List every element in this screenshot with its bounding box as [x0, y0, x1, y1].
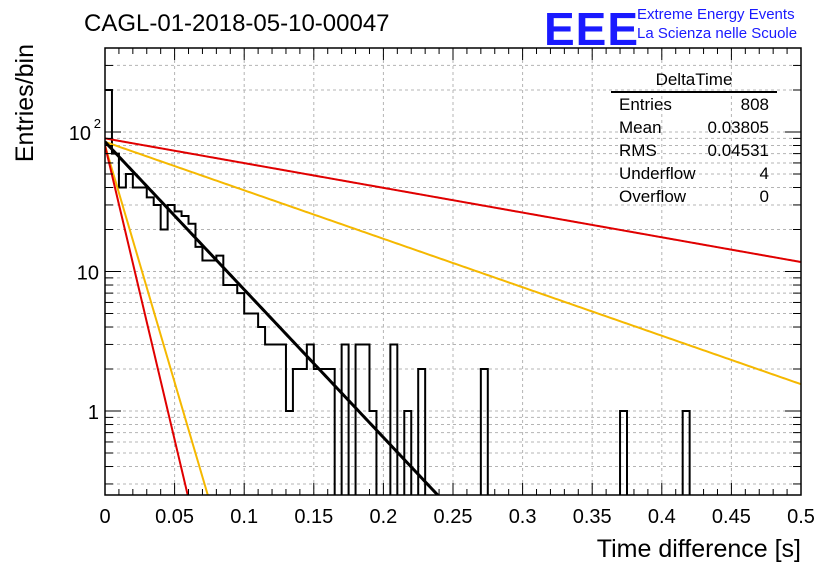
x-tick-label: 0.2 [369, 506, 397, 528]
y-axis-label: Entries/bin [11, 44, 39, 162]
stats-label: Mean [619, 118, 662, 137]
logo-line-2: La Scienza nelle Scuole [637, 25, 798, 42]
y-tick-label: 10 [69, 123, 91, 145]
exp-curve [105, 140, 801, 386]
y-tick-label: 10 [77, 263, 99, 285]
histogram-outline [105, 88, 691, 495]
stats-value: 808 [740, 95, 769, 114]
stats-row-underflow: Underflow 4 [611, 162, 777, 185]
x-tick-label: 0.05 [155, 506, 194, 528]
stats-value: 0.04531 [707, 141, 769, 160]
x-tick-label: 0.25 [434, 506, 473, 528]
x-tick-label: 0.1 [230, 506, 258, 528]
x-tick-label: 0.45 [712, 506, 751, 528]
stats-label: RMS [619, 141, 657, 160]
tick-labels: 0 0.05 0.1 0.15 0.2 0.25 0.3 0.35 0.4 0.45 0.5 1 10 1… [69, 116, 815, 528]
stats-row-entries: Entries 808 [611, 93, 777, 116]
stats-box: DeltaTime Entries 808 Mean 0.03805 RMS 0… [611, 70, 777, 208]
stats-row-overflow: Overflow 0 [611, 185, 777, 208]
stats-value: 4 [759, 164, 769, 183]
x-tick-label: 0.15 [294, 506, 333, 528]
x-tick-label: 0.3 [509, 506, 537, 528]
stats-label: Overflow [619, 187, 687, 206]
eee-logo: EEE [544, 3, 640, 55]
y-tick-label: 1 [88, 402, 99, 424]
stats-label: Entries [619, 95, 672, 114]
x-tick-label: 0.5 [787, 506, 815, 528]
chart-title: CAGL-01-2018-05-10-00047 [84, 10, 390, 37]
exp-curve [105, 145, 189, 495]
y-tick-exponent: 2 [94, 116, 101, 131]
histogram [105, 88, 691, 495]
x-axis-label: Time difference [s] [597, 535, 801, 563]
stats-label: Underflow [619, 164, 696, 183]
exp-curve [105, 137, 801, 264]
curves [105, 137, 801, 495]
x-tick-label: 0 [99, 506, 110, 528]
stats-row-mean: Mean 0.03805 [611, 116, 777, 139]
stats-row-rms: RMS 0.04531 [611, 139, 777, 162]
logo-line-1: Extreme Energy Events [637, 6, 795, 23]
ticks [104, 47, 802, 495]
stats-value: 0 [759, 187, 769, 206]
grid [104, 47, 802, 495]
exp-curve [105, 140, 440, 495]
stats-title: DeltaTime [611, 70, 777, 93]
stats-value: 0.03805 [707, 118, 769, 137]
exp-curve [105, 145, 209, 495]
x-tick-label: 0.35 [573, 506, 612, 528]
x-tick-label: 0.4 [648, 506, 676, 528]
